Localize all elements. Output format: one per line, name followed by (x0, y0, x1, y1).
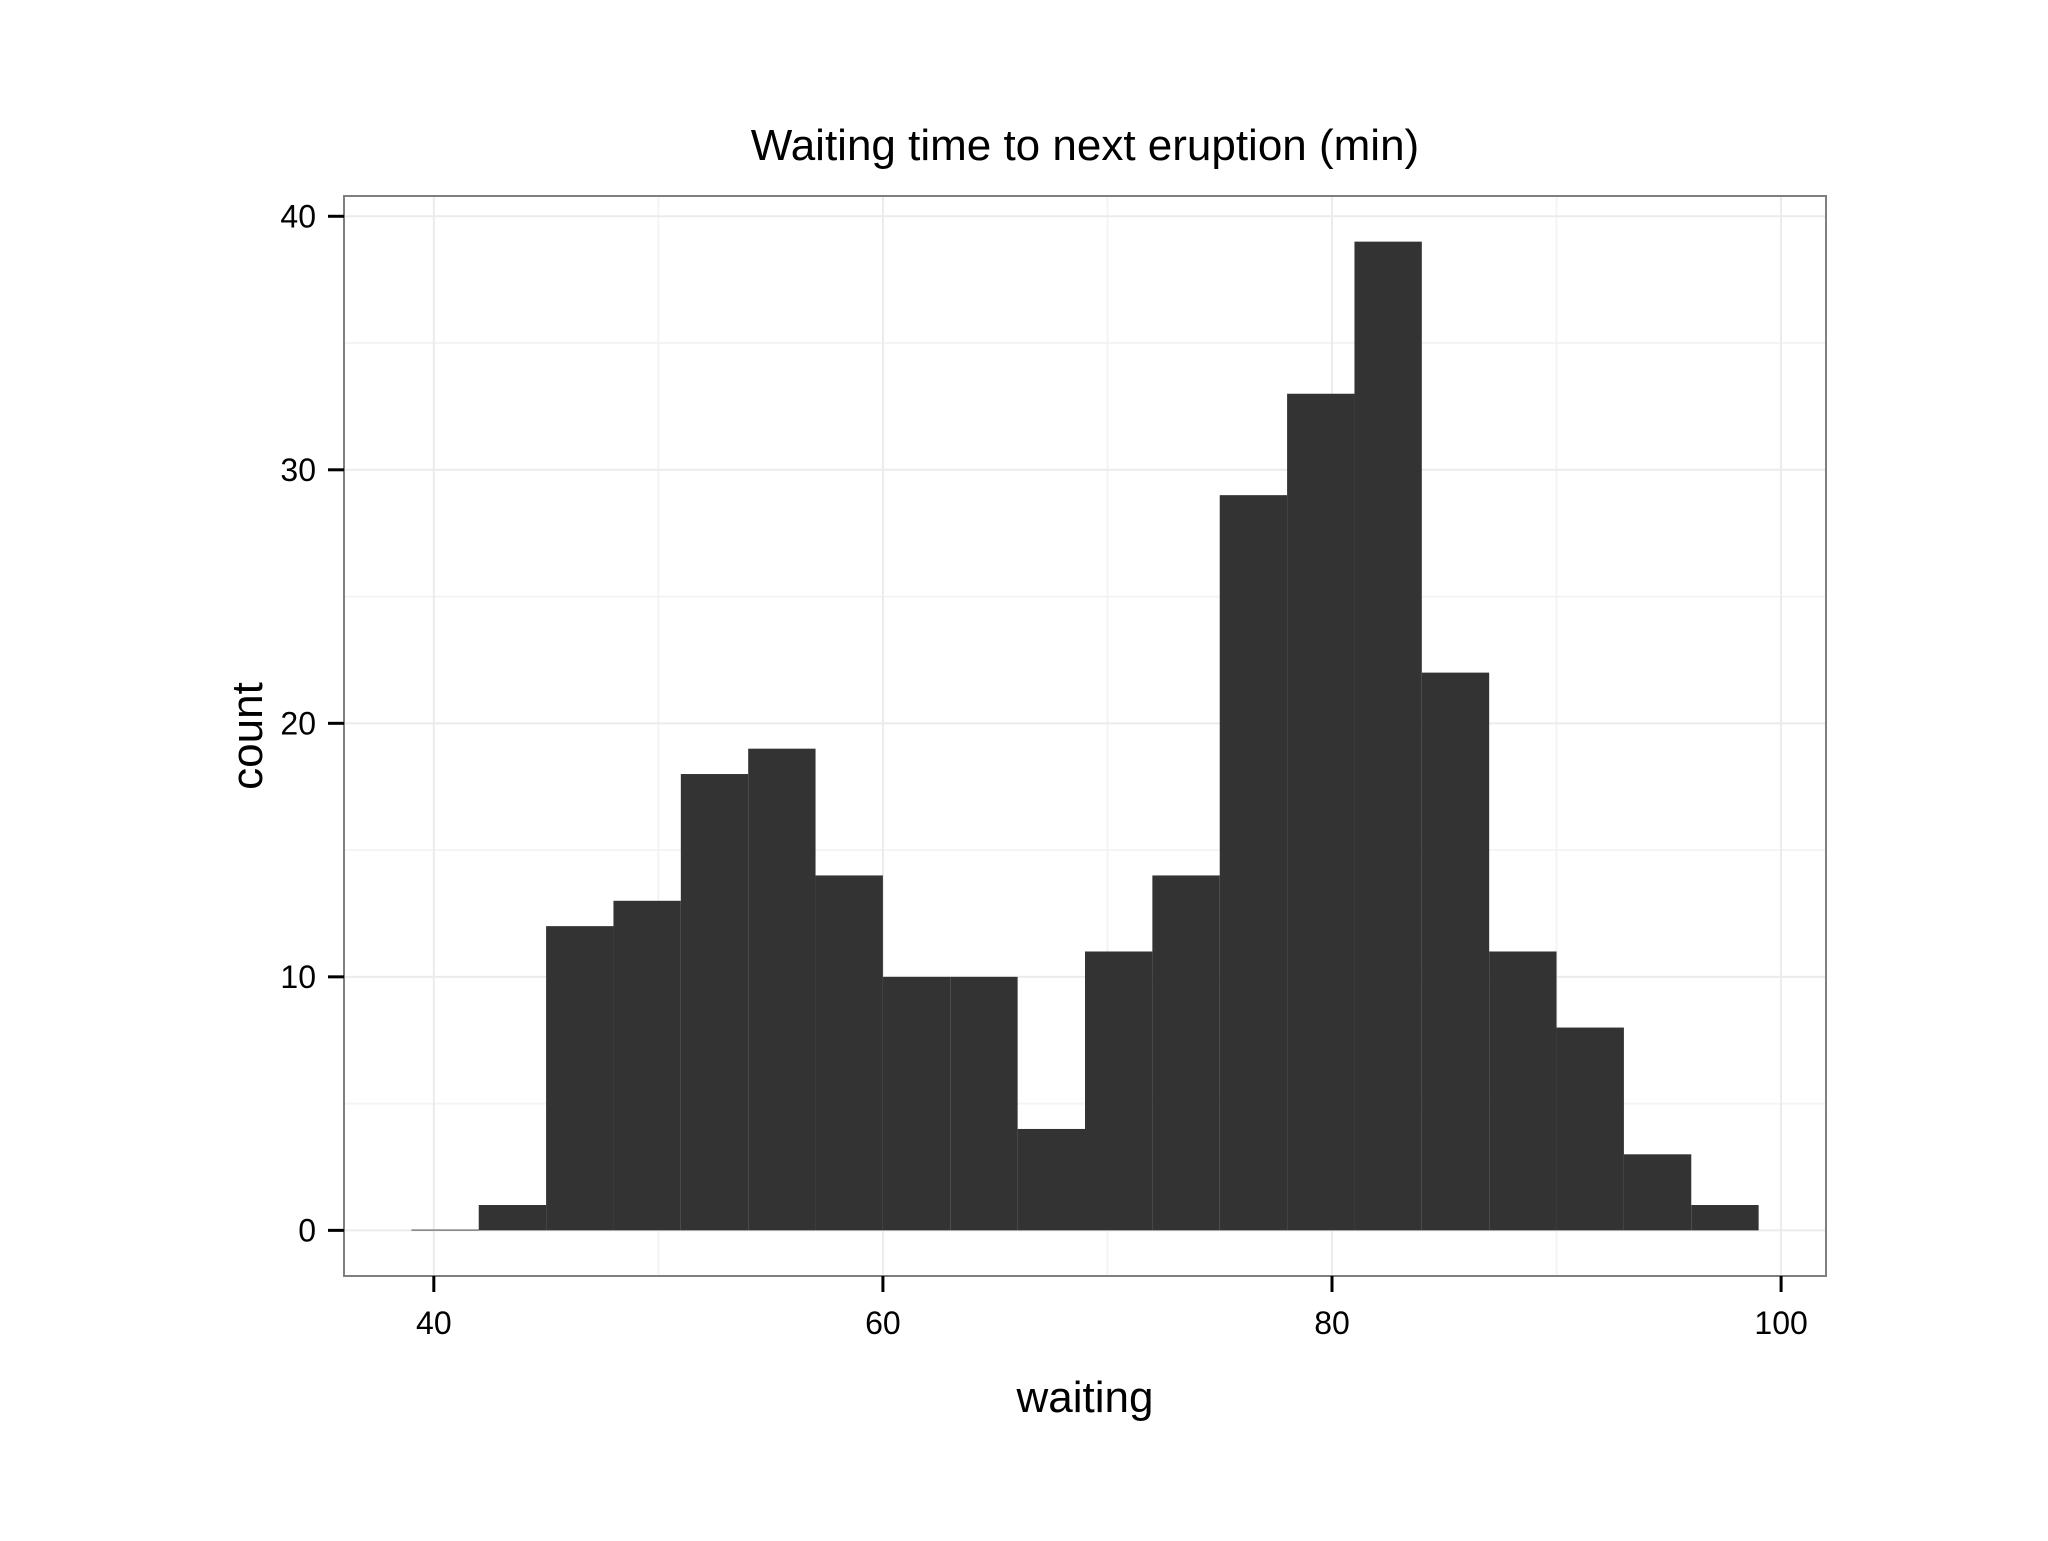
histogram-bar (882, 976, 951, 1231)
histogram-bar (613, 900, 681, 1231)
x-tick-label: 100 (1754, 1305, 1807, 1341)
histogram-bar (411, 1229, 479, 1231)
histogram-bar (546, 926, 614, 1231)
histogram-bar (1219, 495, 1288, 1231)
y-tick-label: 20 (280, 705, 316, 741)
histogram-bar (1489, 951, 1557, 1231)
histogram-bar (478, 1205, 547, 1231)
histogram-bar (1623, 1154, 1692, 1231)
chart-title: Waiting time to next eruption (min) (751, 121, 1419, 170)
histogram-bar (815, 875, 883, 1231)
histogram-bar (680, 774, 749, 1231)
histogram-bar (1152, 875, 1220, 1231)
bars-layer (411, 241, 1759, 1231)
histogram-bar (748, 748, 816, 1231)
histogram-bar (1287, 393, 1355, 1231)
histogram-bar (1556, 1027, 1624, 1231)
histogram-bar (950, 976, 1018, 1231)
ticks-layer: 0 10 20 30 40 40 60 80 100 (280, 198, 1807, 1341)
histogram-bar (1085, 951, 1153, 1231)
histogram-bar (1354, 241, 1422, 1231)
histogram-bar (1017, 1128, 1085, 1231)
x-tick-label: 80 (1314, 1305, 1350, 1341)
x-tick-label: 40 (416, 1305, 452, 1341)
histogram-bar (1421, 672, 1490, 1231)
x-tick-label: 60 (865, 1305, 901, 1341)
y-tick-label: 10 (280, 959, 316, 995)
x-axis-label: waiting (1016, 1373, 1154, 1422)
y-tick-label: 40 (280, 198, 316, 234)
y-tick-label: 30 (280, 452, 316, 488)
panel-border (343, 195, 1827, 1277)
y-axis-label: count (223, 682, 272, 790)
histogram-bar (1691, 1205, 1759, 1231)
y-tick-label: 0 (298, 1212, 316, 1248)
